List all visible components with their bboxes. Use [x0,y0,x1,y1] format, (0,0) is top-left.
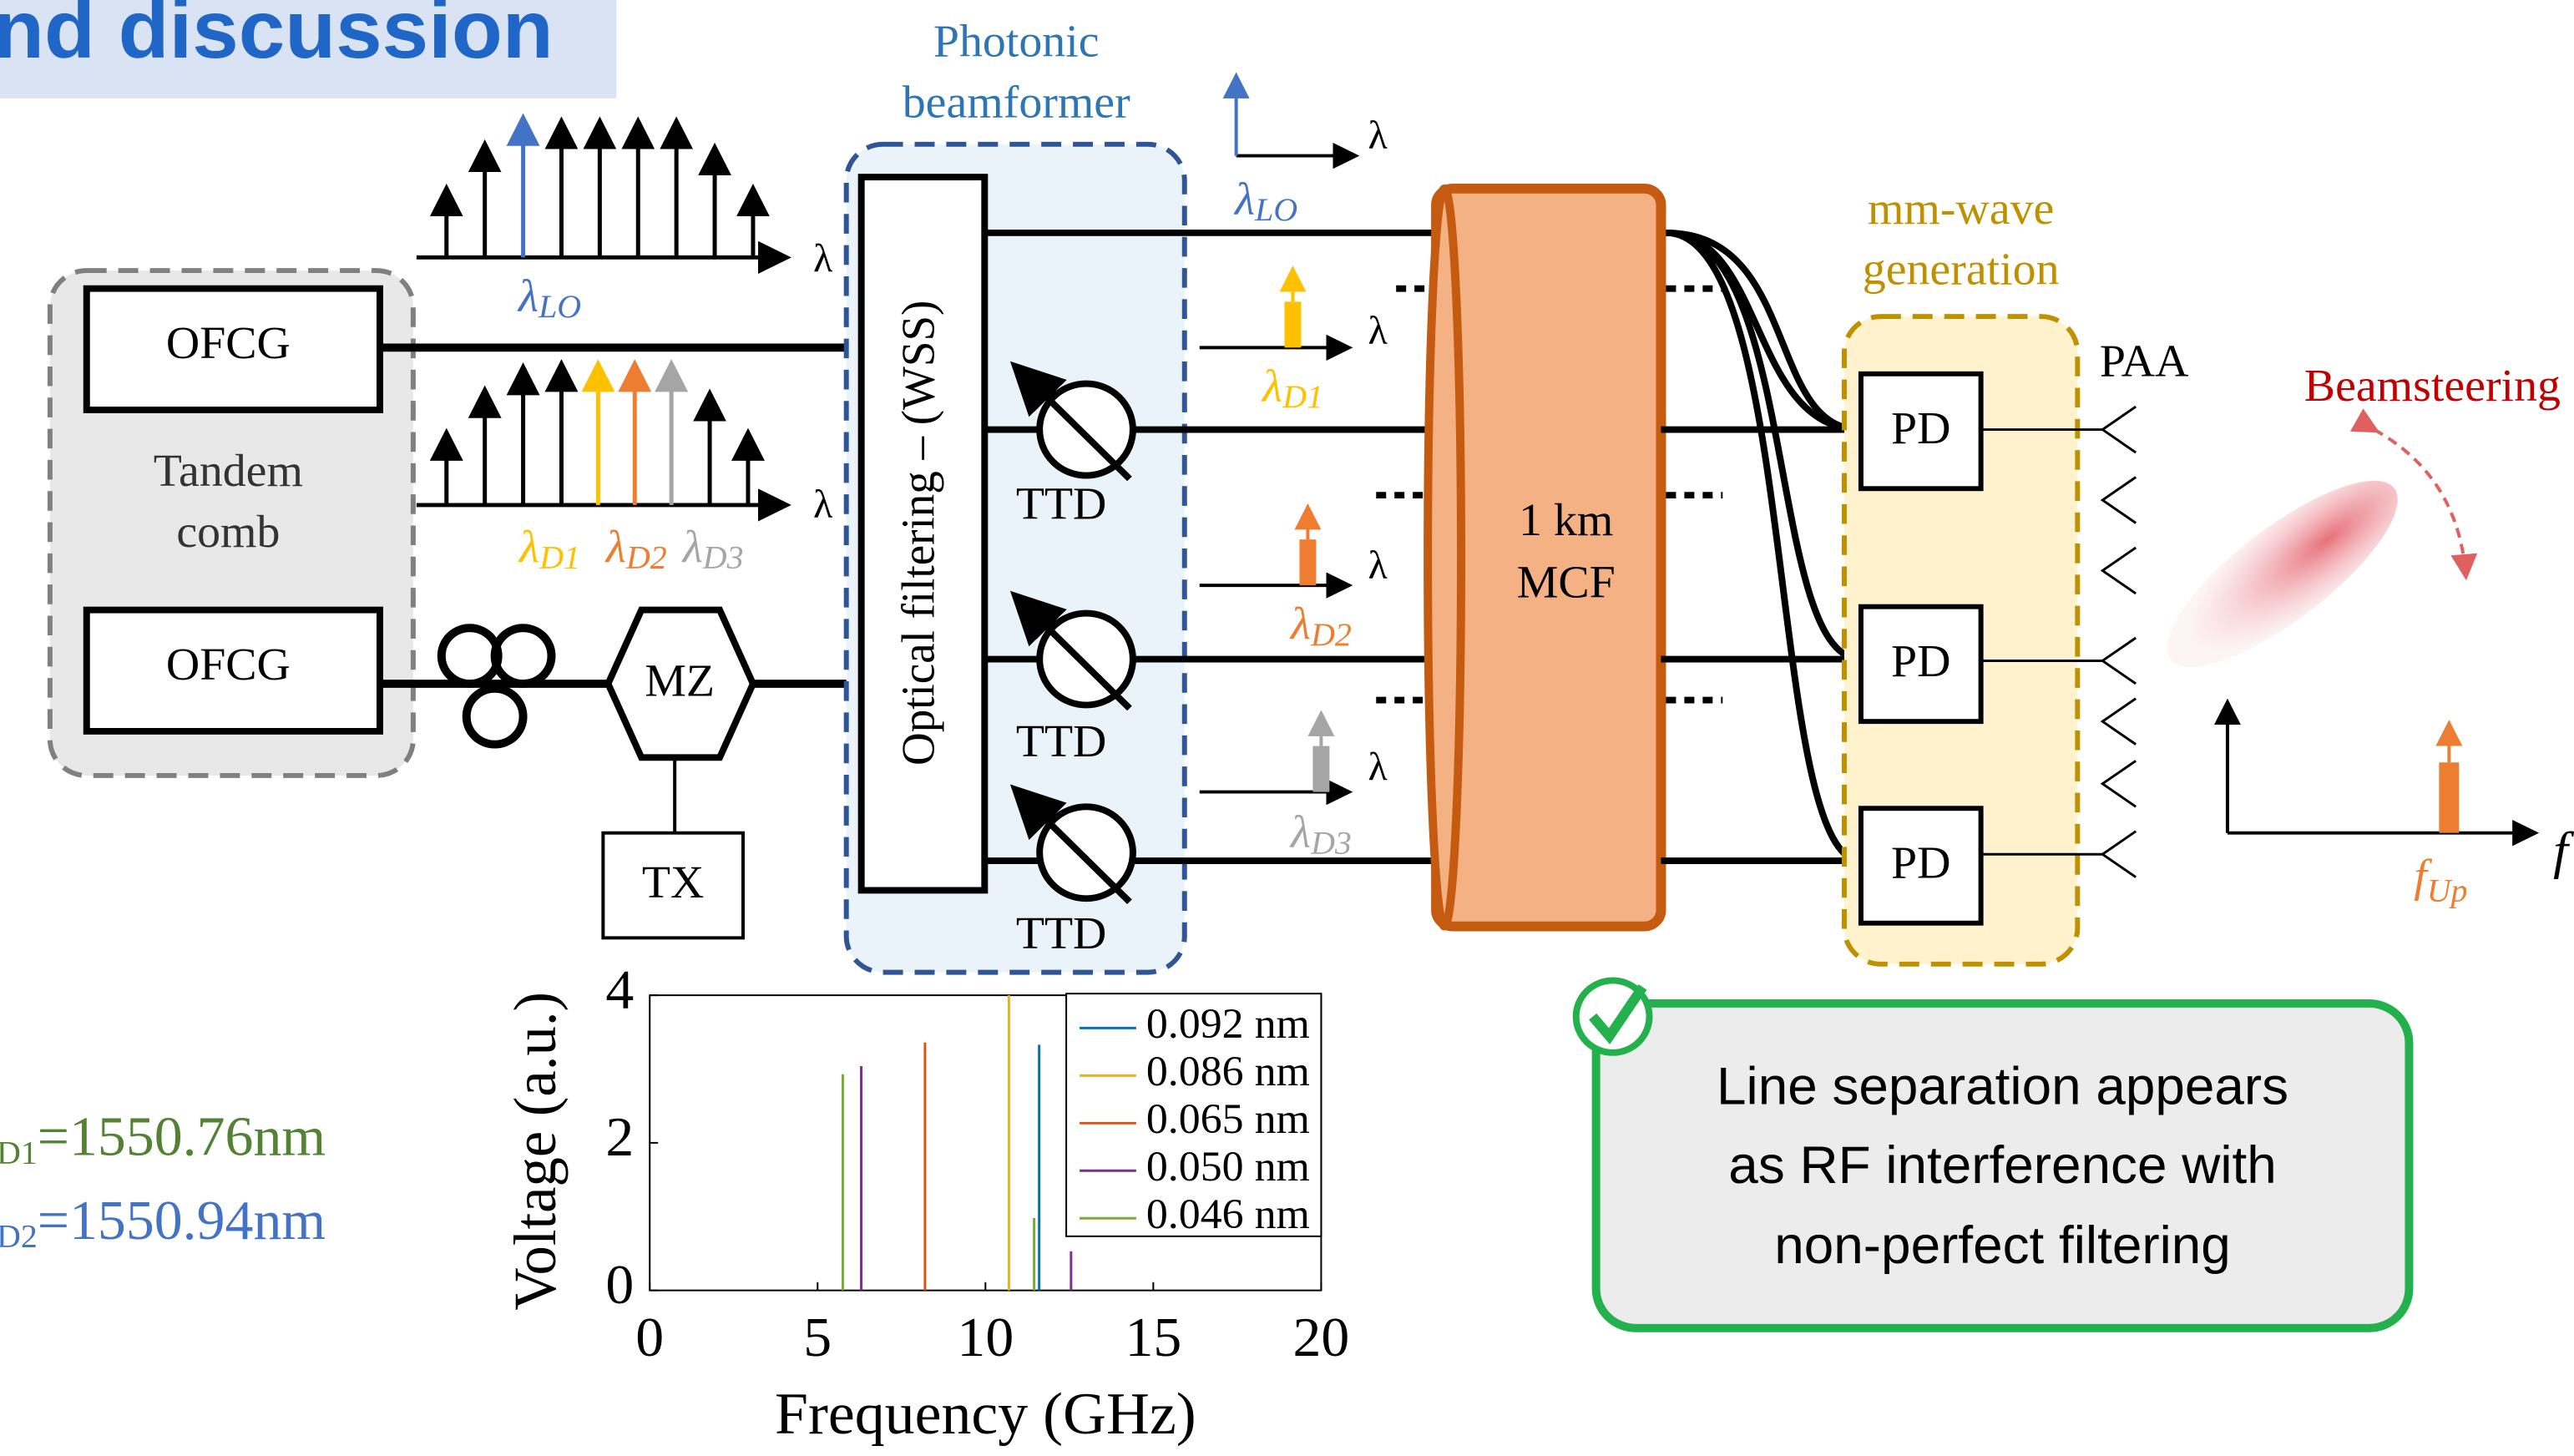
ttd-label: TTD [1016,716,1107,767]
y-tick-label: 0 [605,1253,634,1315]
lambda-sub: D1 [539,539,580,576]
ttd-label: TTD [1016,478,1107,529]
rf-axis-label: f [2553,822,2574,879]
lambda-label: λD2 [1289,598,1352,653]
wavelength-sub: D1 [0,1135,38,1171]
paa-label: PAA [2100,336,2189,387]
y-tick-label: 4 [605,958,634,1020]
beam [2142,452,2423,695]
legend-label: 0.065 nm [1146,1095,1310,1143]
y-tick-label: 2 [605,1106,634,1168]
lambda-label: λLO [1233,174,1297,229]
callout-line: as RF interference with [1728,1136,2276,1194]
x-tick-label: 15 [1125,1306,1181,1368]
wavelength: D2=1550.94nm [0,1190,326,1255]
lambda-label: λD3 [681,521,744,576]
lambda: λ [1289,598,1311,649]
lambda-label: λD1 [1261,360,1323,415]
fanout [1661,233,1860,861]
lambda: λ [518,521,539,572]
x-tick-label: 10 [957,1306,1014,1368]
lambda-label: λD1 [518,521,580,576]
port-spectra [1200,78,1353,791]
ttd-label: TTD [1016,907,1107,958]
lambda-sub: D2 [1310,616,1352,653]
lambda: λ [604,521,626,572]
lambda: λ [681,521,703,572]
x-tick-label: 5 [803,1306,832,1368]
lambda-sub: D1 [1282,378,1323,415]
lambda: λ [1289,806,1311,857]
callout-line: non-perfect filtering [1774,1217,2231,1275]
wss-label: Optical filtering – (WSS) [893,301,943,766]
comb-label: Tandem [154,446,303,497]
lambda-sub: D3 [1310,825,1352,862]
lambda-sub: D3 [702,539,744,576]
wavelength-value: =1550.76nm [38,1106,326,1168]
lambda-label: λD3 [1289,806,1352,862]
axis-symbol: λ [1368,310,1388,353]
pd-label: PD [1891,837,1950,888]
axis-symbol: λ [1368,114,1388,158]
lambda-label: λLO [517,270,581,325]
chart: 0 5 10 15 20 0 2 4 Frequency (GHz) Voltage (a.u.)… [503,958,1350,1447]
legend-label: 0.046 nm [1146,1191,1310,1238]
rf-axes [2228,705,2532,833]
x-tick-label: 0 [635,1306,664,1368]
rf-tone [2439,762,2459,832]
beamsteering-label: Beamsteering [2304,360,2561,411]
comb-label: comb [176,506,280,557]
callout-line: Line separation appears [1717,1058,2288,1115]
rf-label-sub: Up [2427,872,2468,909]
mmwave-title: generation [1863,244,2060,295]
ofcg-label: OFCG [166,639,291,690]
wavelength-value: =1550.94nm [38,1190,326,1251]
ofcg-label: OFCG [166,317,291,368]
y-axis-label: Voltage (a.u.) [503,992,569,1311]
lambda: λ [1261,360,1282,411]
x-tick-label: 20 [1292,1306,1349,1368]
mcf-end [1428,189,1461,927]
x-axis-label: Frequency (GHz) [775,1382,1196,1447]
tx-label: TX [642,857,704,908]
legend-label: 0.050 nm [1146,1143,1310,1191]
axis-symbol: λ [1368,746,1388,789]
axis-symbol: λ [1368,544,1388,588]
wavelength-sub: D2 [0,1218,38,1255]
lambda-sub: D2 [625,539,667,576]
comb-spectrum [417,121,783,505]
pd-label: PD [1891,635,1950,686]
mcf-label: 1 km [1519,494,1613,545]
wavelength: D1=1550.76nm [0,1106,326,1171]
callout-text: Line separation appears as RF interferen… [1717,1058,2288,1275]
beamformer-title: Photonic [933,16,1100,67]
axis-symbol: λ [813,483,832,527]
axis-symbol: λ [813,237,832,281]
mmwave-title: mm-wave [1868,183,2054,234]
lambda-sub: LO [538,288,581,325]
lambda-sub: LO [1254,192,1297,229]
slide: nd discussion OFCG OFCG Tandem comb MZ T… [0,0,2574,1456]
rf-label: fUp [2414,851,2467,909]
lambda: λ [517,270,539,321]
pd-label: PD [1891,402,1950,453]
header-title: nd discussion [0,0,554,75]
legend-label: 0.086 nm [1146,1048,1310,1095]
lambda-label: λD2 [604,521,667,576]
mcf-label: MCF [1517,557,1616,608]
mz-label: MZ [645,655,715,706]
beamformer-title: beamformer [903,77,1130,128]
legend-label: 0.092 nm [1146,1000,1310,1048]
lambda: λ [1233,174,1255,225]
